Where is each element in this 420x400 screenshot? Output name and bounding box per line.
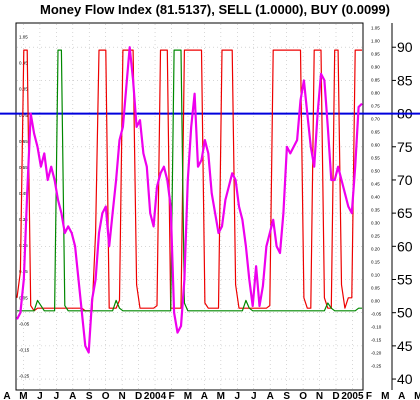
x-tick-label: A: [69, 391, 76, 400]
left-tick-label: 0.75: [19, 113, 28, 118]
right-tick-label: 40: [397, 371, 413, 387]
side-tick-label: 1.05: [371, 26, 380, 31]
x-tick-label: 2004: [144, 391, 167, 400]
left-tick-label: 0.55: [19, 165, 28, 170]
x-tick-label: O: [102, 391, 110, 400]
x-tick-label: M: [19, 391, 27, 400]
x-tick-label: S: [283, 391, 290, 400]
left-tick-label: 0.05: [19, 295, 28, 300]
side-tick-label: -0.25: [371, 364, 382, 369]
side-tick-label: 0.15: [371, 260, 380, 265]
side-tick-label: 1.00: [371, 39, 380, 44]
right-tick-label: 45: [397, 338, 413, 354]
x-tick-label: 2005: [341, 391, 364, 400]
left-tick-label: 0.35: [19, 217, 28, 222]
side-tick-label: 0.60: [371, 143, 380, 148]
left-tick-label: 0.65: [19, 139, 28, 144]
x-tick-label: S: [86, 391, 93, 400]
side-tick-label: -0.20: [371, 351, 382, 356]
side-tick-label: 0.45: [371, 182, 380, 187]
left-tick-label: 1.05: [19, 35, 28, 40]
side-scale: 1.05 1.00 0.95 0.90 0.85 0.80 0.75 0.70 0.65 0.60…: [371, 26, 382, 369]
right-tick-label: 70: [397, 172, 413, 188]
series-layer: [16, 46, 363, 354]
side-tick-label: 0.10: [371, 273, 380, 278]
side-tick-label: 0.80: [371, 91, 380, 96]
x-tick-label: M: [381, 391, 389, 400]
series-line: [17, 49, 362, 312]
x-tick-label: M: [184, 391, 192, 400]
grid: [17, 24, 362, 389]
side-tick-label: -0.05: [371, 312, 382, 317]
chart-title: Money Flow Index (81.5137), SELL (1.0000…: [40, 2, 390, 17]
right-tick-label: 50: [397, 305, 413, 321]
x-tick-label: J: [54, 391, 60, 400]
x-tick-label: F: [366, 391, 372, 400]
side-tick-label: -0.15: [371, 338, 382, 343]
x-tick-label: J: [251, 391, 257, 400]
right-tick-label: 85: [397, 72, 413, 88]
side-tick-label: 0.90: [371, 65, 380, 70]
x-tick-label: D: [332, 391, 339, 400]
right-tick-label: 65: [397, 205, 413, 221]
side-tick-label: 0.85: [371, 78, 380, 83]
side-tick-label: 0.20: [371, 247, 380, 252]
side-tick-label: 0.95: [371, 52, 380, 57]
x-tick-label: N: [119, 391, 126, 400]
side-tick-label: 0.00: [371, 299, 380, 304]
x-tick-label: N: [316, 391, 323, 400]
series-line: [16, 49, 362, 312]
left-tick-label: 0.25: [19, 243, 28, 248]
right-tick-label: 75: [397, 139, 413, 155]
left-tick-label: -0.05: [19, 321, 30, 326]
side-tick-label: 0.35: [371, 208, 380, 213]
x-tick-label: F: [168, 391, 174, 400]
side-tick-label: 0.50: [371, 169, 380, 174]
side-tick-label: 0.70: [371, 117, 380, 122]
x-tick-label: A: [3, 391, 10, 400]
x-tick-label: D: [135, 391, 142, 400]
x-tick-label: M: [414, 391, 420, 400]
left-tick-label: 0.45: [19, 191, 28, 196]
side-tick-label: -0.10: [371, 325, 382, 330]
side-tick-label: 0.30: [371, 221, 380, 226]
right-tick-label: 55: [397, 272, 413, 288]
x-tick-label: A: [201, 391, 208, 400]
x-tick-label: J: [37, 391, 43, 400]
side-tick-label: 0.25: [371, 234, 380, 239]
series-line: [16, 46, 363, 354]
plot-frame: [15, 22, 364, 391]
left-tick-label: -0.15: [19, 347, 30, 352]
side-tick-label: 0.65: [371, 130, 380, 135]
x-tick-label: M: [217, 391, 225, 400]
x-tick-label: A: [398, 391, 405, 400]
x-axis: A M J J A S O N D 2004 F M A M J J A S O N D 2005 F M A M: [3, 391, 420, 400]
right-tick-label: 60: [397, 238, 413, 254]
x-tick-label: O: [299, 391, 307, 400]
right-tick-label: 90: [397, 39, 413, 55]
side-tick-label: 0.55: [371, 156, 380, 161]
x-tick-label: A: [267, 391, 274, 400]
side-tick-label: 0.40: [371, 195, 380, 200]
side-tick-label: 0.05: [371, 286, 380, 291]
left-tick-label: -0.25: [19, 373, 30, 378]
x-tick-label: J: [235, 391, 241, 400]
side-tick-label: 0.75: [371, 104, 380, 109]
